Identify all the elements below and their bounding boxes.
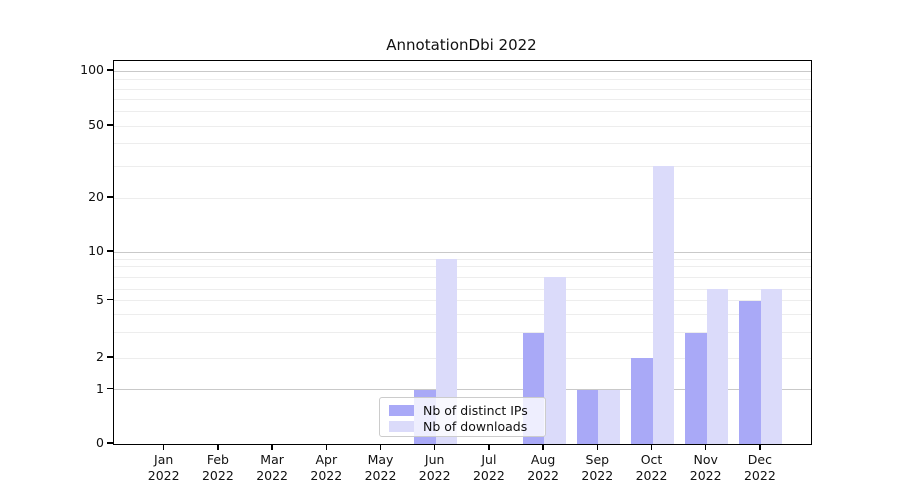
- gridline-y-2: [114, 357, 811, 359]
- x-tick-mark-nov: [705, 445, 707, 450]
- y-tick-mark-50: [107, 124, 113, 126]
- y-tick-label-2: 2: [96, 349, 104, 364]
- gridline-y-9: [114, 258, 811, 260]
- gridline-y-60: [114, 111, 811, 112]
- bar-downloads-sep: [598, 389, 620, 444]
- bar-downloads-nov: [706, 289, 729, 444]
- x-tick-mark-mar: [271, 445, 273, 450]
- gridline-y-90: [114, 79, 811, 80]
- x-tick-label-dec: Dec 2022: [743, 452, 776, 483]
- gridline-y-5: [114, 300, 811, 301]
- gridline-y-7: [114, 276, 811, 278]
- gridline-y-6: [114, 288, 811, 290]
- x-tick-mark-oct: [650, 445, 653, 450]
- legend-swatch-downloads-icon: [389, 420, 414, 432]
- gridline-y-10: [114, 251, 811, 253]
- y-tick-mark-20: [107, 196, 113, 198]
- legend-label-distinct-ips: Nb of distinct IPs: [423, 402, 528, 418]
- bar-distinct-ips-dec: [739, 300, 761, 444]
- x-tick-mark-may: [379, 445, 382, 450]
- y-tick-label-10: 10: [88, 243, 104, 258]
- x-tick-label-oct: Oct 2022: [635, 452, 668, 483]
- gridline-y-30: [114, 165, 811, 167]
- y-tick-label-5: 5: [96, 291, 104, 307]
- x-tick-label-mar: Mar 2022: [256, 452, 288, 483]
- x-tick-label-jun: Jun 2022: [418, 452, 451, 483]
- x-tick-mark-aug: [542, 445, 544, 450]
- y-tick-label-100: 100: [80, 62, 104, 77]
- x-tick-mark-jan: [163, 445, 165, 450]
- legend: Nb of distinct IPs Nb of downloads: [379, 397, 546, 437]
- y-tick-mark-100: [107, 69, 113, 71]
- y-tick-mark-10: [107, 250, 113, 252]
- y-tick-mark-0: [107, 442, 113, 444]
- gridline-y-1: [114, 389, 811, 390]
- gridline-y-50: [114, 125, 811, 127]
- legend-swatch-distinct-ips-icon: [389, 404, 414, 416]
- gridline-y-8: [114, 266, 811, 267]
- legend-item-downloads: Nb of downloads: [389, 418, 545, 434]
- x-tick-label-may: May 2022: [364, 452, 397, 483]
- gridline-y-70: [114, 99, 811, 100]
- y-tick-label-1: 1: [96, 380, 104, 396]
- bar-distinct-ips-oct: [631, 358, 653, 444]
- x-tick-mark-sep: [596, 445, 598, 450]
- x-tick-label-jan: Jan 2022: [147, 452, 180, 483]
- x-tick-mark-dec: [759, 445, 761, 450]
- x-tick-mark-jul: [488, 445, 490, 450]
- bar-downloads-dec: [760, 289, 783, 444]
- gridline-y-80: [114, 88, 811, 90]
- x-tick-label-feb: Feb 2022: [201, 452, 234, 483]
- gridline-y-40: [114, 143, 811, 144]
- y-tick-label-20: 20: [88, 189, 104, 204]
- plot-area: Nb of distinct IPs Nb of downloads: [113, 60, 812, 445]
- y-tick-label-50: 50: [88, 117, 104, 132]
- x-tick-label-aug: Aug 2022: [527, 452, 559, 483]
- x-tick-mark-jun: [434, 445, 436, 450]
- y-tick-label-0: 0: [96, 435, 104, 450]
- x-tick-label-jul: Jul 2022: [472, 452, 505, 483]
- x-tick-mark-apr: [325, 445, 327, 450]
- gridline-y-4: [114, 314, 811, 315]
- legend-item-distinct-ips: Nb of distinct IPs: [389, 402, 545, 418]
- bar-downloads-oct: [652, 166, 674, 444]
- y-tick-mark-1: [107, 387, 113, 390]
- x-tick-label-nov: Nov 2022: [689, 452, 722, 483]
- gridline-y-100: [114, 70, 811, 72]
- chart-title: AnnotationDbi 2022: [386, 36, 537, 54]
- y-tick-mark-5: [107, 298, 113, 301]
- x-tick-mark-feb: [217, 445, 219, 450]
- x-tick-label-sep: Sep 2022: [581, 452, 614, 483]
- legend-label-downloads: Nb of downloads: [423, 418, 528, 434]
- bar-downloads-aug: [544, 277, 566, 444]
- bar-distinct-ips-nov: [685, 332, 707, 444]
- bar-distinct-ips-sep: [576, 389, 599, 444]
- x-tick-label-apr: Apr 2022: [310, 452, 343, 483]
- y-tick-mark-2: [107, 356, 113, 358]
- gridline-y-3: [114, 332, 811, 333]
- gridline-y-20: [114, 197, 811, 199]
